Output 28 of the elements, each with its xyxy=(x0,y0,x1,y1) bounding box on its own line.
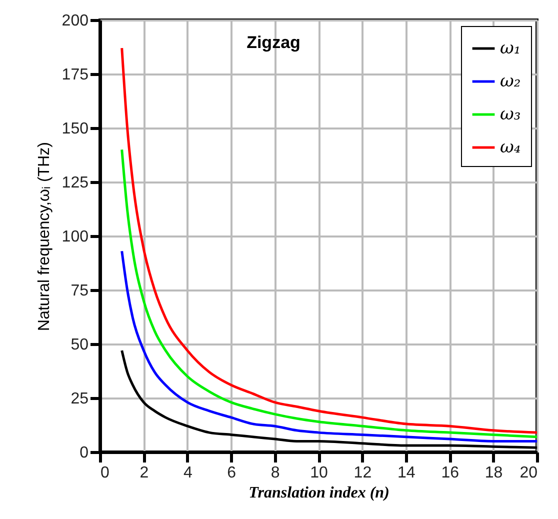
legend-label: ω₁ xyxy=(500,38,521,58)
y-axis-title: Natural frequency,ωᵢ (THz) xyxy=(36,142,53,331)
y-tick-label: 100 xyxy=(62,228,89,246)
y-tick-label: 175 xyxy=(62,66,89,84)
y-tick-label: 25 xyxy=(70,390,89,408)
x-tick-label: 14 xyxy=(398,464,416,482)
legend-label: ω₃ xyxy=(500,104,521,124)
legend-label: ω₂ xyxy=(500,72,521,92)
x-tick-label: 10 xyxy=(310,464,328,482)
x-tick-label: 8 xyxy=(270,464,280,482)
y-tick-label: 150 xyxy=(62,120,89,138)
x-tick-label: 4 xyxy=(183,464,192,482)
x-tick-label: 12 xyxy=(354,464,372,482)
x-tick-label: 6 xyxy=(227,464,236,482)
y-tick-label: 200 xyxy=(62,12,89,30)
text: Zigzag xyxy=(246,33,300,52)
line-series xyxy=(120,250,537,442)
y-tick-label: 75 xyxy=(70,282,89,300)
legend-label: ω₄ xyxy=(500,138,521,158)
x-tick-label: 0 xyxy=(100,464,110,482)
x-tick-label: 18 xyxy=(484,464,503,482)
x-tick-label: 20 xyxy=(520,464,538,482)
x-tick-label: 2 xyxy=(140,464,149,482)
x-tick-label: 16 xyxy=(441,464,460,482)
y-tick-label: 125 xyxy=(62,174,89,192)
y-tick-label: 50 xyxy=(70,336,89,354)
x-axis-title: Translation index (n) xyxy=(248,484,390,502)
y-tick-label: 0 xyxy=(80,444,89,462)
